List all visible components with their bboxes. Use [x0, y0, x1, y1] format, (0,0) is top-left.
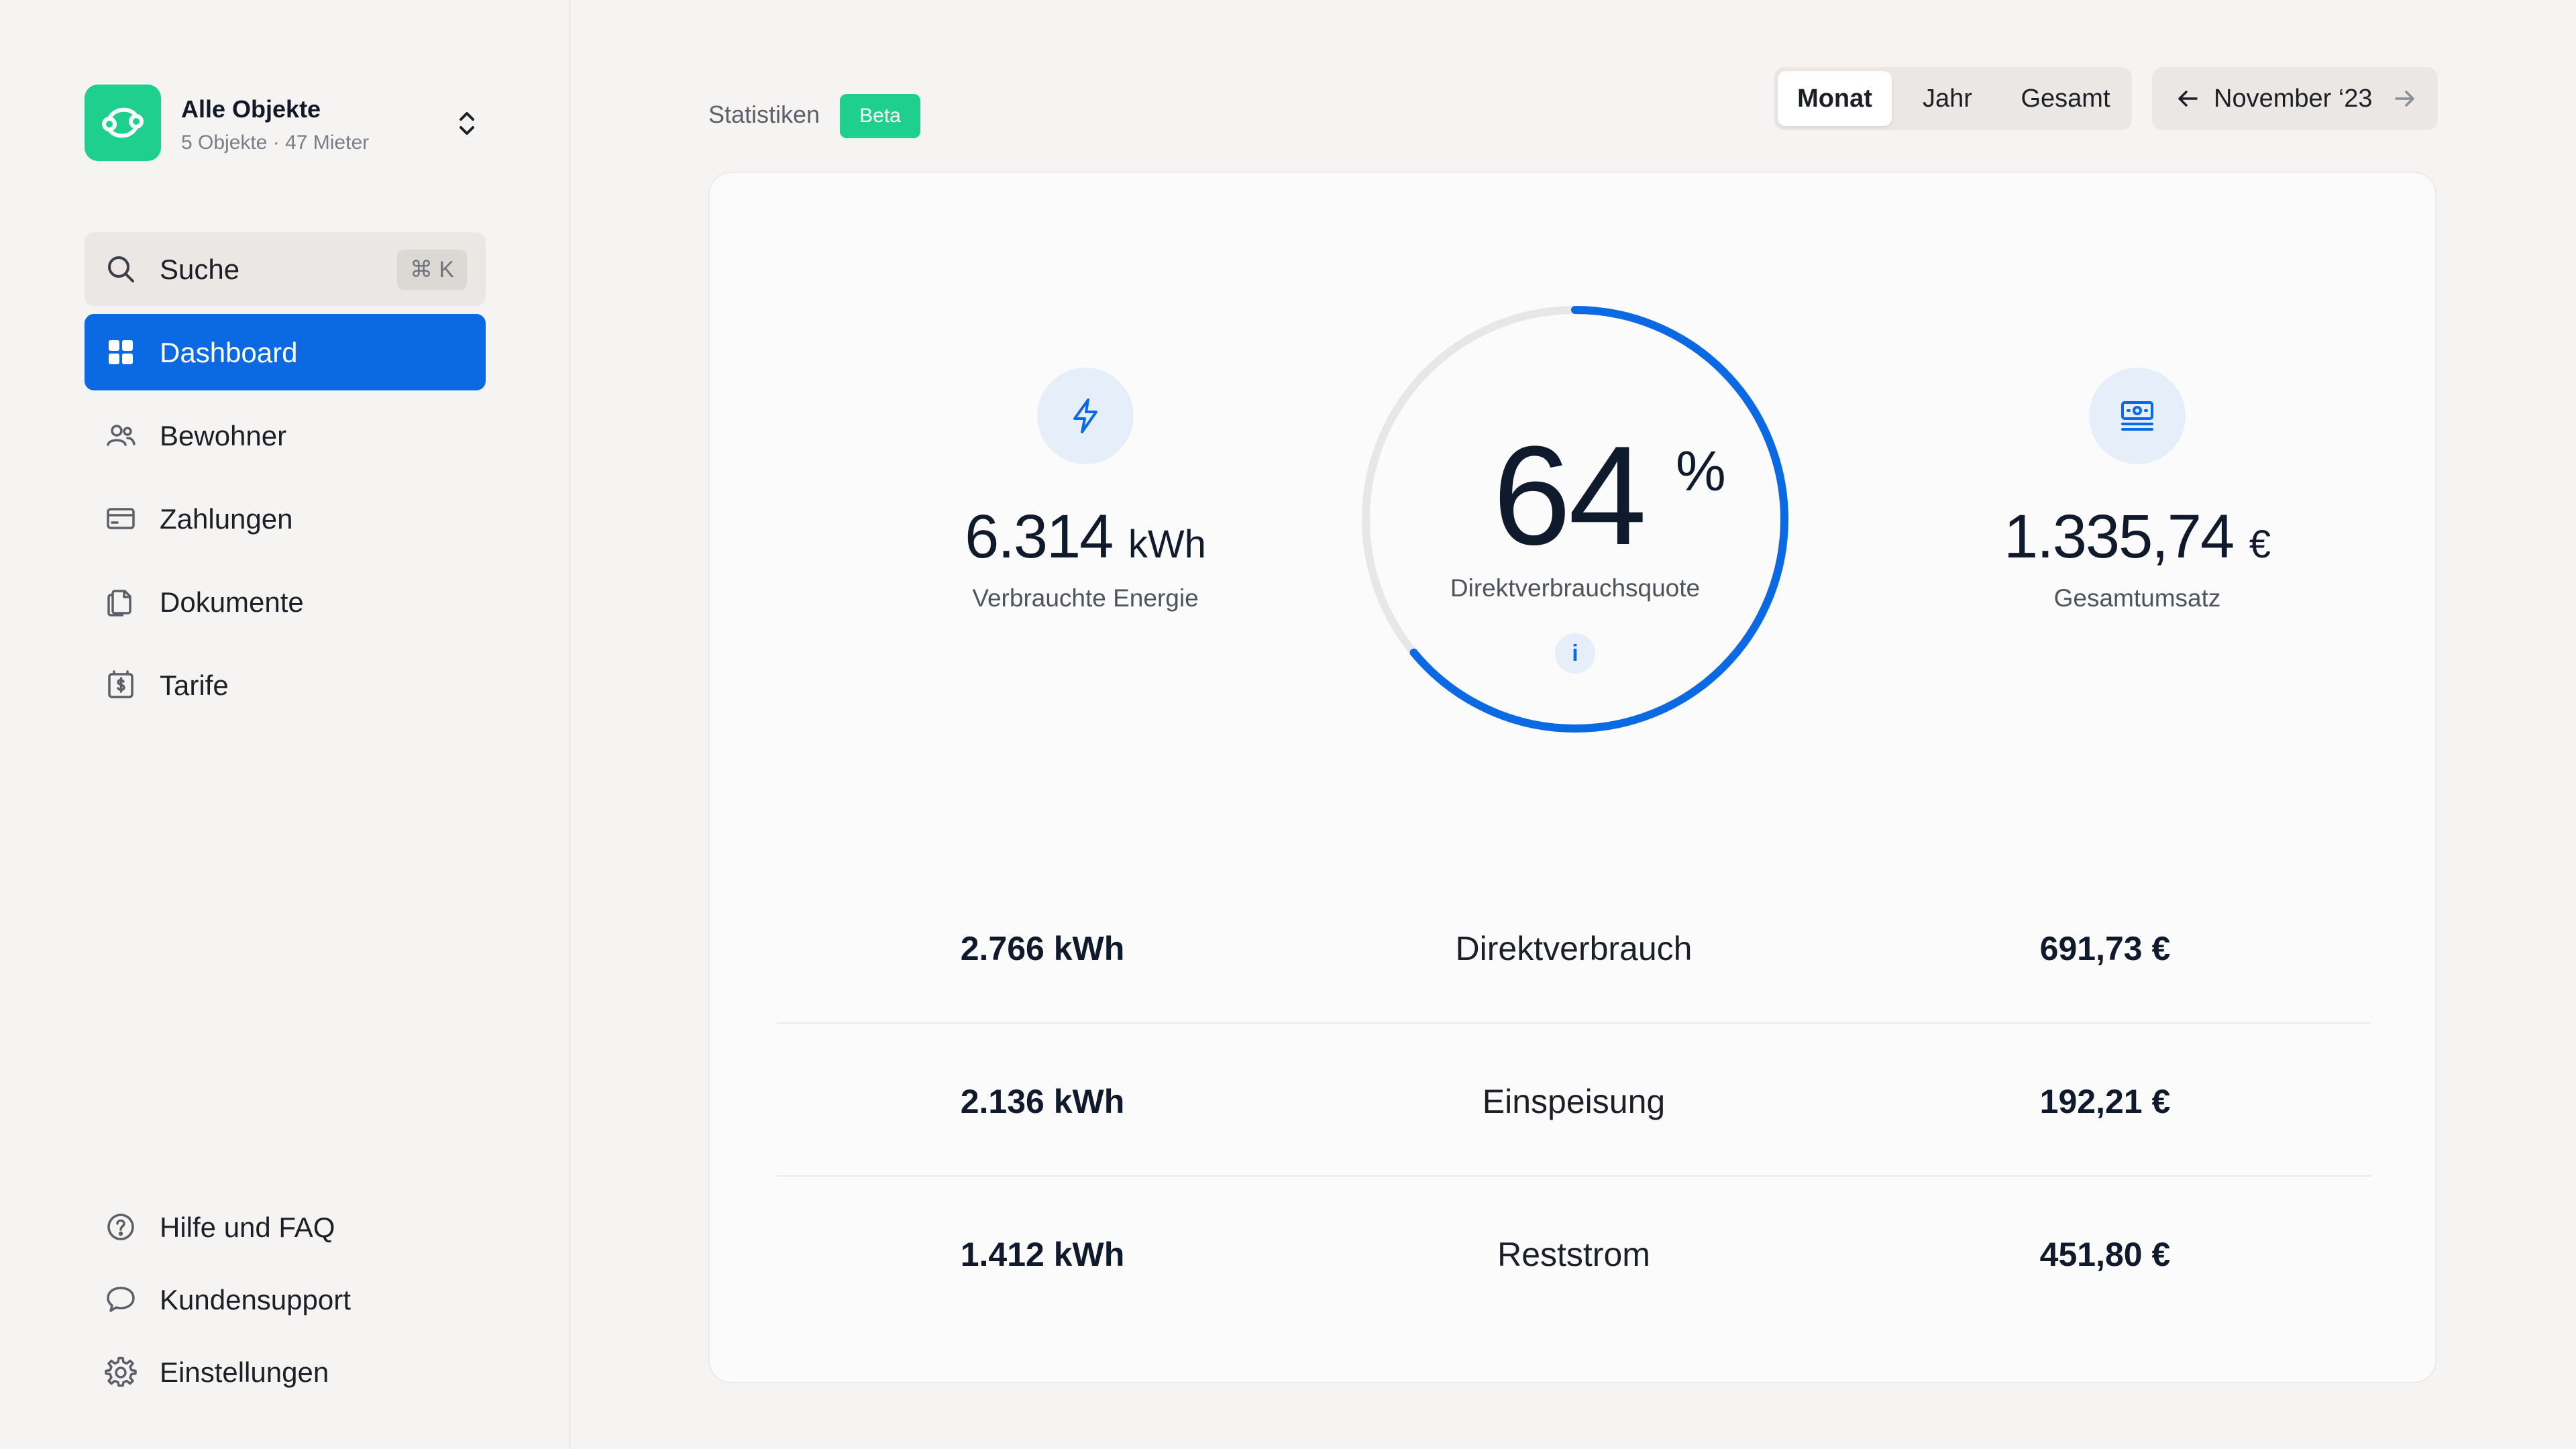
chevron-up-down-icon[interactable] — [452, 109, 482, 138]
row-divider — [777, 1022, 2371, 1024]
row-category: Reststrom — [1497, 1236, 1650, 1273]
nav-item-help[interactable]: Hilfe und FAQ — [85, 1189, 486, 1265]
nav-item-dokumente[interactable]: Dokumente — [85, 564, 486, 640]
nav-label: Einstellungen — [160, 1356, 329, 1388]
dashboard-icon — [105, 336, 137, 368]
users-icon — [105, 419, 137, 451]
gauge-label: Direktverbrauchsquote — [1450, 574, 1701, 602]
nav-item-settings[interactable]: Einstellungen — [85, 1334, 486, 1410]
nav-item-bewohner[interactable]: Bewohner — [85, 397, 486, 474]
kpi-energy-number: 6.314 — [965, 502, 1114, 571]
kpi-revenue-unit: € — [2249, 523, 2271, 566]
kpi-energy-value: 6.314 kWh — [851, 502, 1320, 572]
nav-label: Bewohner — [160, 420, 287, 451]
brand-logo-icon — [85, 85, 161, 161]
sidebar: Alle Objekte 5 Objekte · 47 Mieter Suche… — [0, 0, 570, 1449]
search-shortcut: ⌘ K — [397, 250, 467, 290]
gauge-progress — [1362, 306, 1788, 733]
tariff-icon — [105, 669, 137, 701]
tab-monat[interactable]: Monat — [1778, 71, 1892, 126]
banknote-icon — [2089, 368, 2186, 464]
row-category: Einspeisung — [1482, 1083, 1666, 1120]
row-energy: 2.136 kWh — [960, 1083, 1125, 1120]
row-divider — [777, 1175, 2371, 1177]
nav-label: Tarife — [160, 669, 229, 701]
info-icon[interactable]: i — [1555, 633, 1595, 674]
nav-label: Zahlungen — [160, 503, 293, 535]
kpi-revenue: 1.335,74 € Gesamtumsatz — [1902, 368, 2372, 612]
nav-label: Hilfe und FAQ — [160, 1212, 335, 1243]
page-title: Statistiken — [708, 101, 820, 128]
range-segmented-control: Monat Jahr Gesamt — [1774, 67, 2132, 130]
gauge-value: 64 — [1493, 417, 1647, 574]
org-switcher[interactable]: Alle Objekte 5 Objekte · 47 Mieter — [85, 85, 487, 161]
org-title: Alle Objekte — [181, 95, 321, 123]
row-amount: 691,73 € — [2039, 930, 2171, 967]
nav-item-dashboard[interactable]: Dashboard — [85, 314, 486, 390]
tab-jahr[interactable]: Jahr — [1923, 84, 1972, 113]
kpi-energy: 6.314 kWh Verbrauchte Energie — [851, 368, 1320, 612]
gauge-unit: % — [1676, 439, 1726, 502]
search-label: Suche — [160, 254, 240, 285]
direct-consumption-gauge: 64 % Direktverbrauchsquote i — [1360, 305, 1790, 734]
nav-label: Dashboard — [160, 337, 298, 368]
chat-icon — [105, 1283, 137, 1316]
kpi-revenue-value: 1.335,74 € — [1902, 502, 2372, 572]
nav-item-zahlungen[interactable]: Zahlungen — [85, 480, 486, 557]
period-selector: November ‘23 — [2152, 67, 2438, 130]
search-button[interactable]: Suche ⌘ K — [85, 232, 486, 306]
org-subtitle: 5 Objekte · 47 Mieter — [181, 131, 370, 154]
lightning-icon — [1037, 368, 1134, 464]
tab-gesamt[interactable]: Gesamt — [2021, 84, 2110, 113]
arrow-right-icon[interactable] — [2390, 84, 2419, 113]
statistics-card: 6.314 kWh Verbrauchte Energie 64 % Direk… — [708, 172, 2436, 1383]
table-row: 1.412 kWh Reststrom 451,80 € — [777, 1178, 2371, 1331]
kpi-energy-label: Verbrauchte Energie — [972, 584, 1199, 612]
row-energy: 2.766 kWh — [960, 930, 1125, 967]
row-category: Direktverbrauch — [1455, 930, 1693, 967]
nav-item-tarife[interactable]: Tarife — [85, 647, 486, 723]
row-amount: 192,21 € — [2039, 1083, 2171, 1120]
gear-icon — [105, 1356, 137, 1388]
credit-card-icon — [105, 502, 137, 535]
row-energy: 1.412 kWh — [960, 1236, 1125, 1273]
kpi-revenue-label: Gesamtumsatz — [2053, 584, 2221, 612]
beta-badge: Beta — [840, 94, 920, 138]
period-label: November ‘23 — [2214, 85, 2373, 113]
arrow-left-icon[interactable] — [2174, 84, 2203, 113]
row-amount: 451,80 € — [2039, 1236, 2171, 1273]
nav-label: Kundensupport — [160, 1284, 351, 1316]
documents-icon — [105, 586, 137, 618]
search-icon — [105, 253, 137, 285]
table-row: 2.766 kWh Direktverbrauch 691,73 € — [777, 872, 2371, 1025]
nav-label: Dokumente — [160, 586, 304, 618]
kpi-revenue-number: 1.335,74 — [2004, 502, 2235, 571]
nav-item-support[interactable]: Kundensupport — [85, 1261, 486, 1338]
kpi-energy-unit: kWh — [1128, 523, 1206, 566]
table-row: 2.136 kWh Einspeisung 192,21 € — [777, 1025, 2371, 1178]
help-icon — [105, 1211, 137, 1243]
